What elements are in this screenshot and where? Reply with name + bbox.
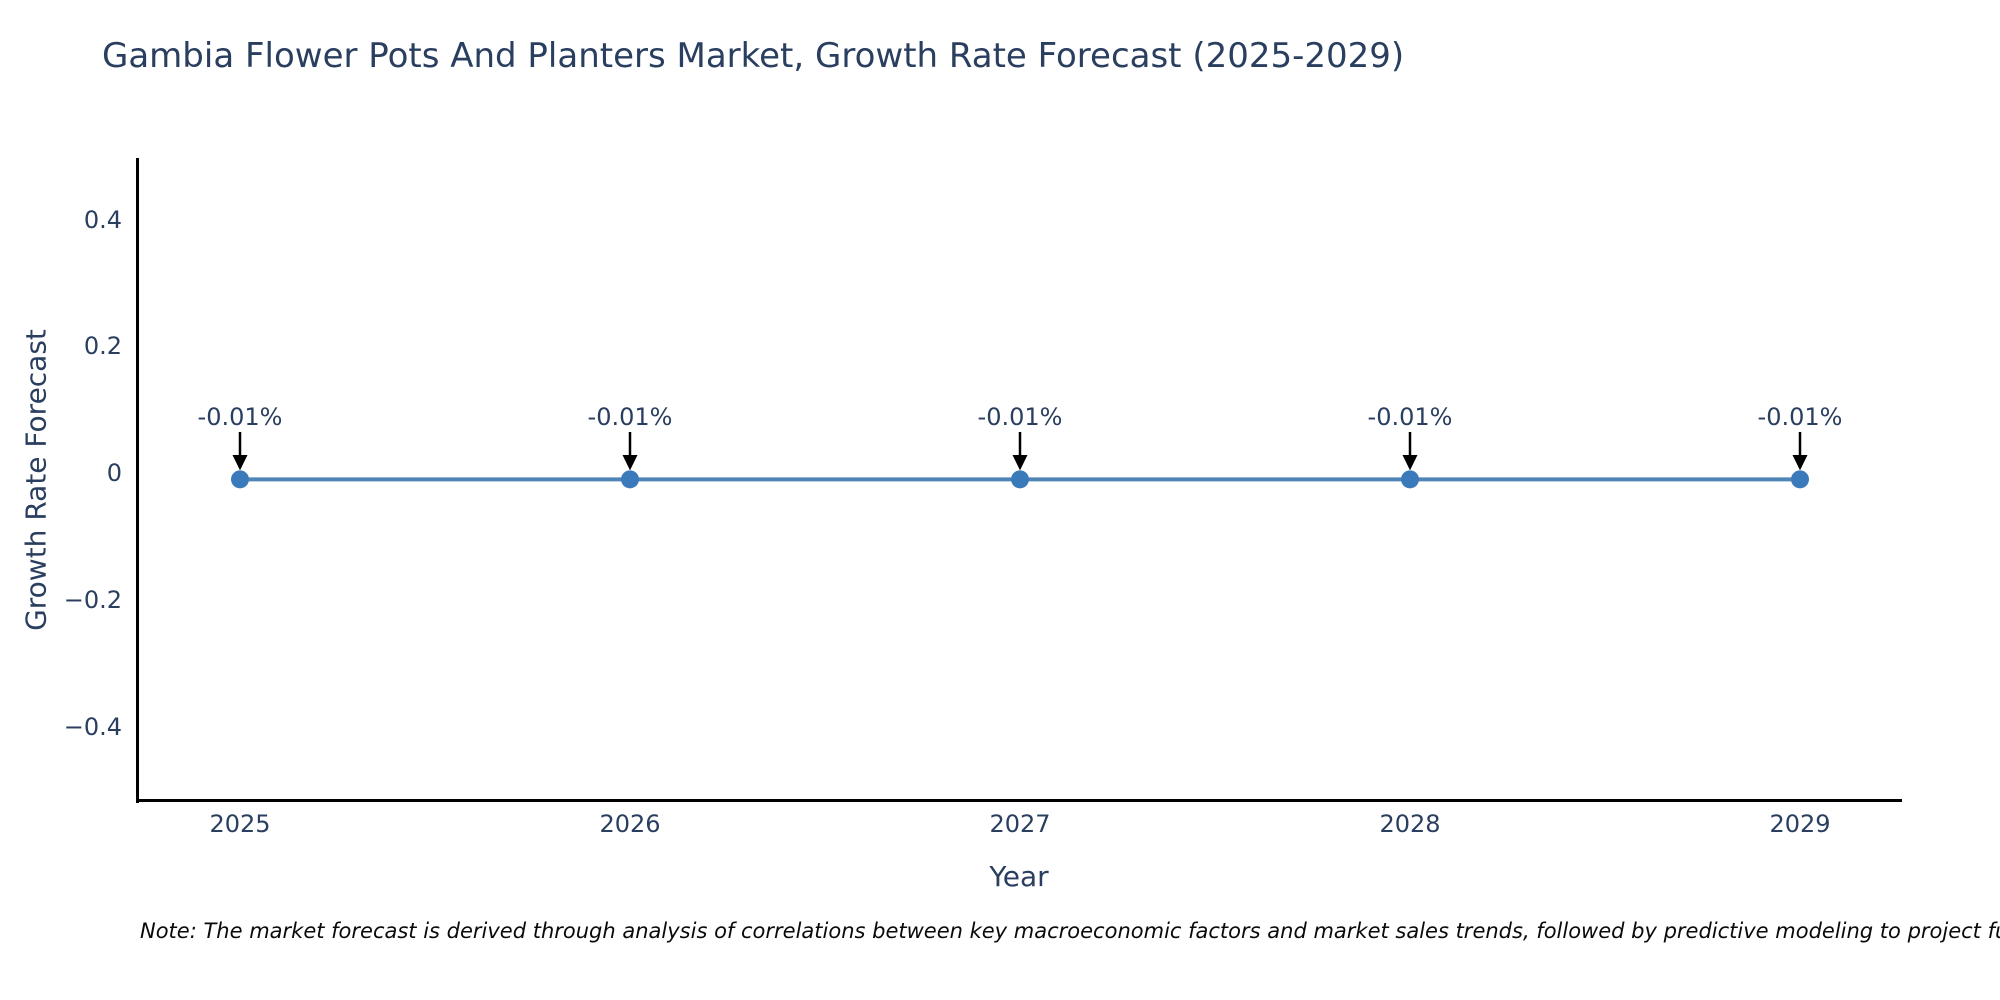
x-tick-label-2026: 2026 (599, 810, 661, 838)
x-tick-label-2029: 2029 (1769, 810, 1831, 838)
annotation-arrowhead-2029 (1792, 455, 1808, 471)
x-tick-label-2025: 2025 (209, 810, 271, 838)
point-annotation-2025: -0.01% (197, 403, 283, 431)
point-annotation-2027: -0.01% (977, 403, 1063, 431)
annotation-arrowhead-2026 (622, 455, 638, 471)
data-point-2029[interactable] (1791, 470, 1809, 489)
y-tick-label-0: 0 (106, 459, 122, 487)
chart-footnote: Note: The market forecast is derived thr… (140, 919, 2000, 943)
data-point-2026[interactable] (621, 470, 639, 489)
y-axis-line (136, 158, 139, 803)
x-tick-label-2028: 2028 (1379, 810, 1441, 838)
y-tick-label-−0.2: −0.2 (63, 585, 122, 614)
point-annotation-2029: -0.01% (1757, 403, 1843, 431)
x-axis-title: Year (989, 860, 1049, 893)
chart-title: Gambia Flower Pots And Planters Market, … (102, 36, 1405, 76)
x-axis-line (136, 799, 1902, 802)
point-annotation-2028: -0.01% (1367, 403, 1453, 431)
y-tick-label-0.2: 0.2 (83, 332, 122, 361)
data-point-2025[interactable] (231, 470, 249, 489)
point-annotation-2026: -0.01% (587, 403, 673, 431)
data-point-2028[interactable] (1401, 470, 1419, 489)
annotation-arrowhead-2028 (1402, 455, 1418, 471)
x-tick-label-2027: 2027 (989, 810, 1051, 838)
y-tick-label-0.4: 0.4 (83, 205, 122, 234)
annotation-arrowhead-2025 (232, 455, 248, 471)
data-point-2027[interactable] (1011, 470, 1029, 489)
y-tick-label-−0.4: −0.4 (63, 712, 122, 741)
annotation-arrowhead-2027 (1012, 455, 1028, 471)
